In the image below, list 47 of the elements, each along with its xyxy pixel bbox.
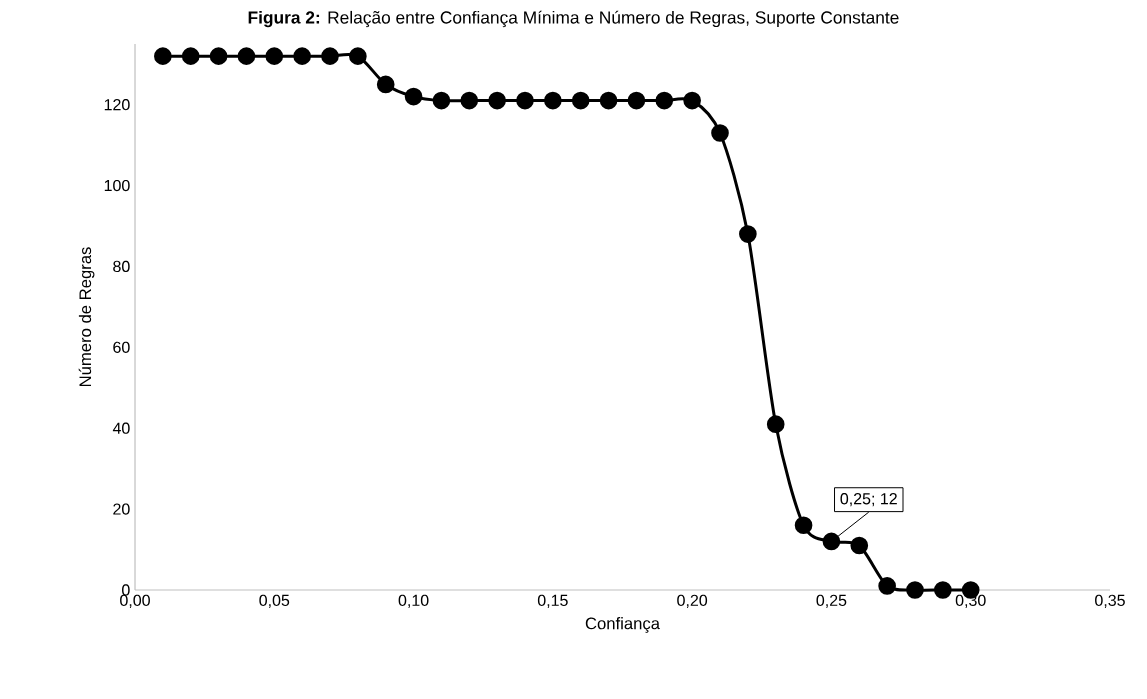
- x-tick-label: 0,25: [816, 594, 847, 608]
- point: [711, 124, 729, 142]
- y-tick-label: 120: [104, 99, 130, 111]
- point: [822, 532, 841, 551]
- point: [404, 87, 423, 106]
- y-tick-label: 0: [122, 584, 130, 596]
- point: [794, 516, 813, 535]
- point: [237, 47, 256, 65]
- point: [209, 47, 228, 65]
- x-tick-label: 0,00: [120, 594, 150, 608]
- x-tick-label: 0,10: [398, 594, 429, 608]
- point: [739, 225, 757, 243]
- point: [655, 91, 674, 110]
- point: [321, 47, 339, 65]
- point: [265, 47, 284, 65]
- point: [850, 536, 869, 555]
- point: [878, 577, 896, 595]
- point: [376, 75, 395, 94]
- point: [599, 91, 618, 110]
- point: [488, 91, 506, 110]
- point: [544, 91, 562, 110]
- point: [571, 91, 590, 110]
- point: [906, 581, 924, 599]
- y-tick-label: 20: [113, 503, 130, 515]
- point: [516, 91, 534, 110]
- y-tick-label: 40: [112, 422, 130, 434]
- point: [627, 91, 646, 110]
- x-tick-label: 0,35: [1095, 594, 1125, 608]
- point: [154, 47, 172, 65]
- y-tick-label: 80: [113, 260, 130, 273]
- x-tick-label: 0,05: [259, 594, 290, 608]
- point: [293, 47, 311, 65]
- point: [683, 91, 701, 110]
- point: [766, 415, 785, 433]
- point: [934, 581, 952, 599]
- y-tick-label: 100: [104, 179, 130, 192]
- point: [181, 47, 200, 65]
- y-tick-label: 60: [113, 341, 130, 353]
- x-tick-label: 0,20: [677, 594, 708, 608]
- point: [349, 47, 367, 65]
- x-tick-label: 0,15: [537, 594, 568, 608]
- chart-title: Figura 2: Relação entre Confiança Mínima e Número de Regras, Suporte Constante: [248, 10, 899, 28]
- x-axis-title: Confiança: [585, 617, 661, 633]
- point: [460, 91, 479, 110]
- y-axis-title: Número de Regras: [78, 247, 95, 387]
- annotation: 0,25; 12: [840, 493, 897, 507]
- point: [432, 91, 451, 110]
